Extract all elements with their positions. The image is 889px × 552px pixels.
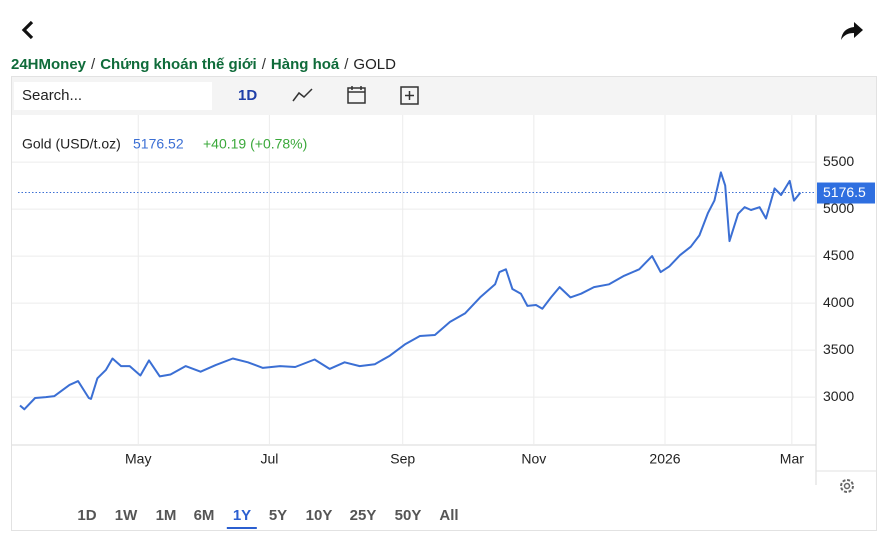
interval-button[interactable]: 1D	[238, 87, 258, 104]
calendar-button[interactable]	[346, 85, 368, 105]
plot-background	[12, 115, 816, 445]
breadcrumb: 24HMoney / Chứng khoán thế giới / Hàng hoá / G…	[11, 56, 396, 73]
range-button[interactable]: 1M	[155, 507, 177, 524]
search-input[interactable]: Search...	[14, 82, 212, 110]
price-line	[19, 171, 802, 411]
y-tick-label: 4000	[823, 294, 854, 310]
last-price-tag	[817, 182, 875, 204]
legend-change: +40.19 (+0.78%)	[203, 136, 307, 152]
range-button[interactable]: 10Y	[305, 507, 333, 524]
x-tick-label: May	[125, 451, 151, 467]
legend-value: 5176.52	[133, 136, 184, 152]
x-tick-label: Nov	[521, 451, 546, 467]
breadcrumb-separator: /	[261, 56, 266, 73]
x-tick-label: Mar	[780, 451, 804, 467]
share-button[interactable]	[840, 20, 864, 42]
range-button[interactable]: All	[439, 507, 459, 524]
x-tick-label: Sep	[390, 451, 415, 467]
breadcrumb-link[interactable]: Hàng hoá	[270, 56, 340, 73]
chart: 3000 3500 4000 4500 5000 5500 May Jul Sep Nov 2026…	[12, 115, 876, 485]
breadcrumb-separator: /	[344, 56, 349, 73]
range-button[interactable]: 50Y	[394, 507, 422, 524]
breadcrumb-link[interactable]: Chứng khoán thế giới	[100, 56, 257, 73]
y-tick-label: 3000	[823, 388, 854, 404]
breadcrumb-separator: /	[91, 56, 96, 73]
settings-button[interactable]	[837, 476, 857, 496]
breadcrumb-link[interactable]: 24HMoney	[11, 56, 87, 73]
range-button[interactable]: 1D	[77, 507, 97, 524]
range-button[interactable]: 1W	[114, 507, 138, 524]
breadcrumb-current: GOLD	[353, 56, 396, 73]
legend-name: Gold (USD/t.oz)	[22, 136, 121, 152]
y-tick-label: 5500	[823, 153, 854, 169]
add-indicator-button[interactable]	[400, 86, 420, 106]
y-tick-label: 4500	[823, 247, 854, 263]
range-button[interactable]: 25Y	[349, 507, 377, 524]
chart-card	[11, 76, 877, 531]
x-tick-label: Jul	[260, 451, 278, 467]
last-price-label: 5176.5	[823, 184, 866, 200]
range-button[interactable]: 6M	[193, 507, 215, 524]
back-button[interactable]	[18, 20, 38, 40]
range-bar: 1D 1W 1M 6M 1Y 5Y 10Y 25Y 50Y All	[12, 497, 876, 531]
y-tick-label: 5000	[823, 200, 854, 216]
range-button[interactable]: 5Y	[268, 507, 288, 524]
range-button[interactable]: 1Y	[226, 507, 258, 529]
y-tick-label: 3500	[823, 341, 854, 357]
x-tick-label: 2026	[649, 451, 680, 467]
chart-type-button[interactable]	[292, 86, 314, 104]
